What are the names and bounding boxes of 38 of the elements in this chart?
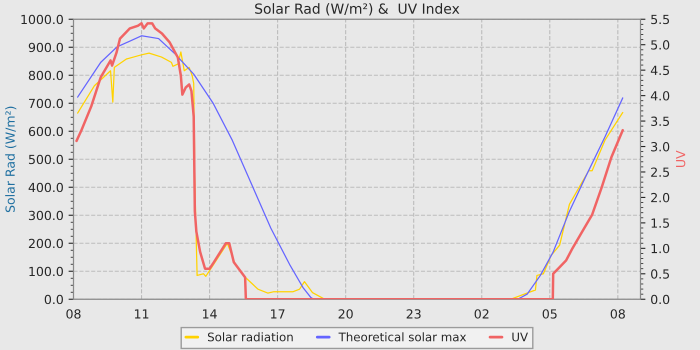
y-tick-label: 200.0 [28,238,63,248]
x-tick-label: 11 [134,309,148,318]
y2-tick-label: 4.0 [650,91,670,101]
x-tick-label: 23 [406,309,421,319]
y-tick-label: 500.0 [28,154,63,164]
y-tick-label: 400.0 [28,182,63,192]
y2-tick-label: 4.5 [650,66,670,76]
y2-tick-label: 1.0 [652,244,670,254]
y-tick-label: 900.0 [28,42,63,52]
y2-tick-label: 5.0 [651,40,670,50]
y2-tick-label: 2.5 [651,167,670,177]
y-axis-title: Solar Rad (W/m²) [5,106,16,212]
y-tick-label: 600.0 [28,126,63,136]
x-tick-label: 20 [338,309,353,319]
x-tick-label: 02 [474,309,488,319]
y-tick-label: 800.0 [28,70,63,80]
y-tick-label: 700.0 [29,98,63,108]
y2-tick-label: 2.0 [651,192,670,202]
y-tick-label: 0.0 [44,294,63,304]
x-tick-label: 08 [66,309,81,319]
y2-tick-label: 3.5 [651,116,670,126]
y2-tick-label: 1.5 [652,218,670,228]
legend-label: Theoretical solar max [338,332,466,342]
legend-label: Solar radiation [208,332,293,342]
y-tick-label: 1000.0 [21,14,63,24]
y2-tick-label: 5.5 [651,14,670,24]
x-tick-label: 14 [203,309,217,318]
y-tick-label: 100.0 [29,266,63,276]
x-tick-label: 05 [542,309,557,319]
y2-tick-label: 3.0 [651,142,670,152]
y2-tick-label: 0.0 [651,294,670,304]
y2-axis-title: UV [676,150,686,168]
x-tick-label: 17 [271,309,285,318]
legend-label: UV [512,332,528,342]
y-tick-label: 300.0 [28,210,63,220]
y2-tick-label: 0.5 [651,269,670,279]
x-tick-label: 08 [610,309,625,319]
chart-title: Solar Rad (W/m²) & UV Index [255,3,460,16]
